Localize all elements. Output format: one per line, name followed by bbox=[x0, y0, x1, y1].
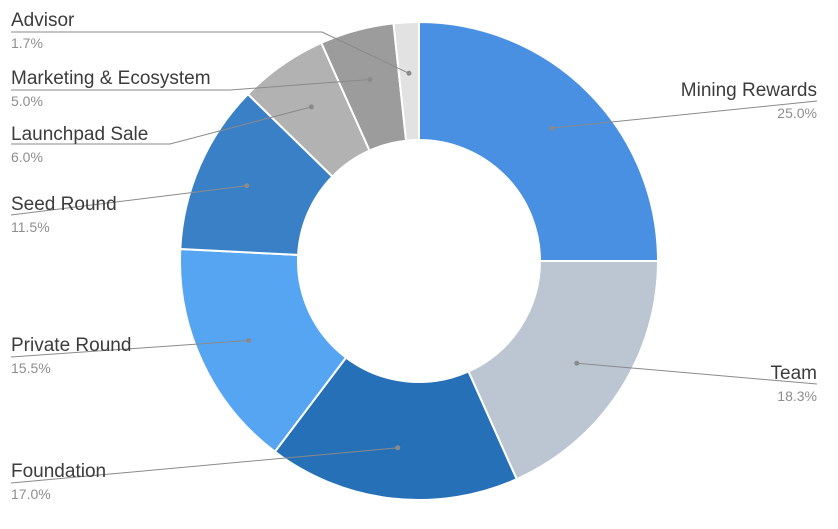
slice-percent-foundation: 17.0% bbox=[11, 486, 51, 502]
slice-label-team: Team bbox=[771, 363, 817, 384]
leader-line-mining-rewards bbox=[551, 100, 818, 129]
leader-line-marketing-and-ecosystem bbox=[11, 79, 370, 91]
leader-line-private-round bbox=[10, 340, 249, 358]
slice-percent-advisor: 1.7% bbox=[11, 35, 43, 51]
labels-layer: Mining Rewards 25.0% Team 18.3% Foundation 17… bbox=[11, 10, 817, 502]
slice-percent-marketing-and-ecosystem: 5.0% bbox=[11, 93, 43, 109]
slice-percent-team: 18.3% bbox=[777, 388, 817, 404]
slice-percent-seed-round: 11.5% bbox=[11, 219, 50, 235]
slice-label-private-round: Private Round bbox=[11, 335, 131, 356]
slice-percent-mining-rewards: 25.0% bbox=[777, 105, 817, 121]
slice-percent-private-round: 15.5% bbox=[11, 360, 51, 376]
leader-line-seed-round bbox=[10, 185, 247, 216]
slice-label-marketing-and-ecosystem: Marketing & Ecosystem bbox=[11, 68, 211, 89]
slice-foundation[interactable] bbox=[273, 356, 518, 501]
slice-label-launchpad-sale: Launchpad Sale bbox=[11, 124, 148, 145]
slice-label-mining-rewards: Mining Rewards bbox=[681, 80, 817, 101]
leader-line-launchpad-sale bbox=[11, 106, 312, 145]
slice-label-foundation: Foundation bbox=[11, 461, 106, 482]
slice-label-advisor: Advisor bbox=[11, 10, 75, 31]
slice-team[interactable] bbox=[467, 260, 660, 481]
slice-private-round[interactable] bbox=[179, 247, 348, 454]
slice-mining-rewards[interactable] bbox=[418, 20, 660, 262]
leader-line-team bbox=[576, 362, 818, 385]
leader-line-advisor bbox=[11, 31, 410, 74]
leader-lines-layer bbox=[10, 31, 818, 484]
slice-label-seed-round: Seed Round bbox=[11, 194, 117, 215]
leader-line-foundation bbox=[10, 447, 398, 484]
slice-advisor[interactable] bbox=[392, 20, 420, 142]
slice-percent-launchpad-sale: 6.0% bbox=[11, 149, 43, 165]
slices-layer bbox=[179, 20, 660, 501]
